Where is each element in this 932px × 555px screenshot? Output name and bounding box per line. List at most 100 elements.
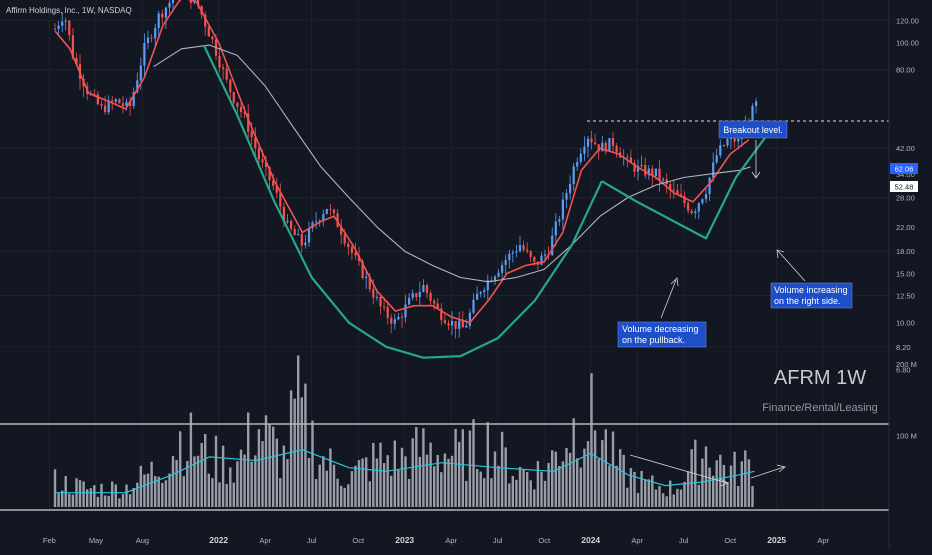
candle[interactable] xyxy=(189,0,192,9)
candle[interactable] xyxy=(712,152,715,183)
candlesticks[interactable] xyxy=(53,0,758,339)
candle[interactable] xyxy=(468,308,471,330)
candle[interactable] xyxy=(561,192,564,230)
candle[interactable] xyxy=(275,177,278,199)
candle[interactable] xyxy=(157,10,160,39)
volume-right-annotation[interactable]: Volume increasing on the right side. xyxy=(770,249,853,309)
candle[interactable] xyxy=(325,208,328,215)
candle[interactable] xyxy=(347,241,350,256)
candle[interactable] xyxy=(518,235,522,253)
candle[interactable] xyxy=(554,213,557,247)
candle[interactable] xyxy=(586,135,590,158)
candle[interactable] xyxy=(204,11,207,36)
candle[interactable] xyxy=(290,219,293,232)
candle[interactable] xyxy=(672,180,675,199)
symbol-title[interactable]: Affirm Holdings, Inc., 1W, NASDAQ xyxy=(6,6,132,15)
candle[interactable] xyxy=(576,157,579,171)
candle[interactable] xyxy=(465,319,468,329)
candle[interactable] xyxy=(719,139,722,159)
candle[interactable] xyxy=(690,208,693,215)
candle[interactable] xyxy=(644,157,647,179)
candle[interactable] xyxy=(100,100,103,110)
candle[interactable] xyxy=(429,290,432,307)
candle[interactable] xyxy=(383,299,386,311)
candle[interactable] xyxy=(161,9,164,25)
candle[interactable] xyxy=(218,47,221,73)
candle[interactable] xyxy=(569,175,572,200)
candle[interactable] xyxy=(150,34,153,43)
candle[interactable] xyxy=(461,311,464,328)
candle[interactable] xyxy=(254,127,257,159)
candle[interactable] xyxy=(118,98,121,104)
candle[interactable] xyxy=(379,295,382,315)
candle[interactable] xyxy=(701,198,704,205)
candle[interactable] xyxy=(526,242,529,254)
candle[interactable] xyxy=(493,275,497,286)
candle[interactable] xyxy=(483,287,486,298)
candle[interactable] xyxy=(472,293,475,315)
candle[interactable] xyxy=(722,144,725,147)
candle[interactable] xyxy=(121,95,125,114)
candle[interactable] xyxy=(436,298,439,310)
candle[interactable] xyxy=(168,0,171,15)
price-axis[interactable]: 280.00220.00180.00150.00120.00100.0080.0… xyxy=(896,0,919,375)
candle[interactable] xyxy=(114,97,117,105)
candle[interactable] xyxy=(336,209,339,228)
candle[interactable] xyxy=(636,159,640,181)
candle[interactable] xyxy=(425,283,429,299)
candle[interactable] xyxy=(408,293,411,306)
candle[interactable] xyxy=(146,30,150,50)
candle[interactable] xyxy=(211,35,214,44)
candle[interactable] xyxy=(390,313,393,334)
candle[interactable] xyxy=(611,132,615,153)
candle[interactable] xyxy=(629,149,632,164)
candle[interactable] xyxy=(207,24,210,37)
candle[interactable] xyxy=(400,312,404,328)
candle[interactable] xyxy=(397,312,400,321)
candle[interactable] xyxy=(708,176,711,201)
candle[interactable] xyxy=(415,292,418,301)
candle[interactable] xyxy=(504,254,507,276)
candle[interactable] xyxy=(676,184,679,195)
candle[interactable] xyxy=(458,311,461,338)
volume-axis[interactable]: 200 M 100 M xyxy=(896,360,917,441)
candle[interactable] xyxy=(164,6,167,29)
handle-line[interactable] xyxy=(601,126,774,240)
candle[interactable] xyxy=(640,155,643,169)
candle[interactable] xyxy=(61,12,64,33)
candle[interactable] xyxy=(247,103,250,139)
slow-ma-line[interactable] xyxy=(153,44,751,283)
candle[interactable] xyxy=(679,183,683,198)
candle[interactable] xyxy=(57,20,60,35)
candle[interactable] xyxy=(315,212,318,229)
candle[interactable] xyxy=(322,209,325,227)
candle[interactable] xyxy=(293,225,296,236)
candle[interactable] xyxy=(64,17,67,31)
volume-pane[interactable] xyxy=(53,355,755,507)
candle[interactable] xyxy=(590,130,593,150)
candle[interactable] xyxy=(232,91,235,105)
breakout-annotation[interactable]: Breakout level. xyxy=(718,120,788,179)
candle[interactable] xyxy=(143,33,146,76)
candle[interactable] xyxy=(239,102,243,119)
candle[interactable] xyxy=(704,187,708,203)
candle[interactable] xyxy=(529,250,532,263)
candle[interactable] xyxy=(447,319,450,331)
candle[interactable] xyxy=(104,95,107,115)
candle[interactable] xyxy=(583,136,586,161)
candle[interactable] xyxy=(594,133,597,146)
time-axis[interactable]: Feb May Aug 2022 Apr Jul Oct 2023 Apr Jul Oct 2024 A… xyxy=(43,535,830,545)
volume-pullback-annotation[interactable]: Volume decreasing on the pullback. xyxy=(617,277,707,348)
candle[interactable] xyxy=(454,321,457,339)
candle[interactable] xyxy=(579,148,582,165)
candle[interactable] xyxy=(197,0,200,10)
candle[interactable] xyxy=(107,95,110,115)
candle[interactable] xyxy=(443,313,446,325)
candle[interactable] xyxy=(715,148,718,165)
candle[interactable] xyxy=(511,249,514,263)
candle[interactable] xyxy=(565,189,568,209)
candle[interactable] xyxy=(307,221,311,247)
candle[interactable] xyxy=(304,234,307,249)
candle[interactable] xyxy=(418,281,421,307)
